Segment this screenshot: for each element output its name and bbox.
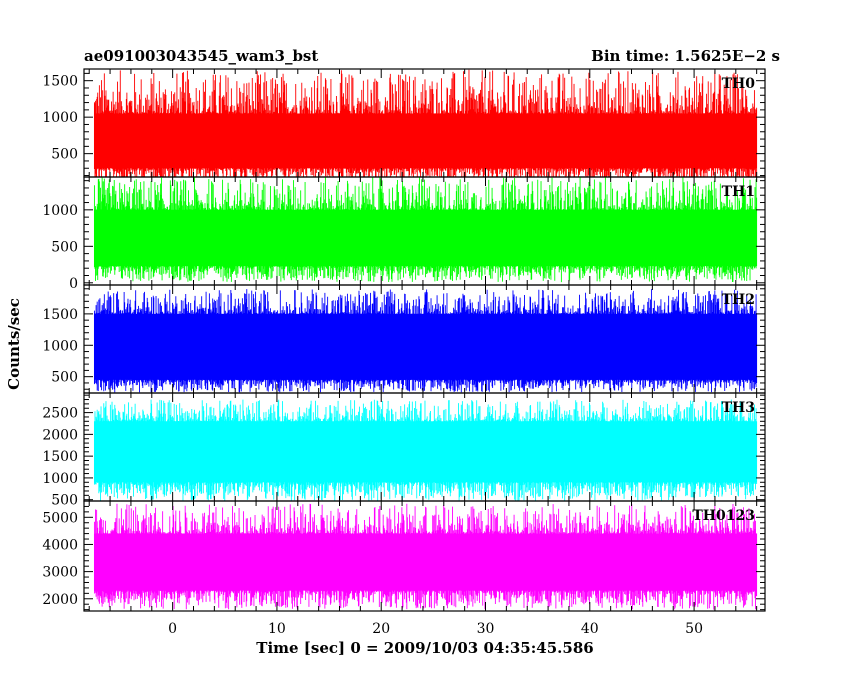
x-tick-label: 20 bbox=[372, 621, 390, 637]
panel-label: TH0123 bbox=[692, 508, 755, 524]
panel-th2: 500 1000 1500 TH2 bbox=[42, 284, 766, 394]
panel-th0123: 2000 3000 4000 5000 TH0123 bbox=[42, 500, 766, 612]
y-tick-label: 500 bbox=[51, 493, 78, 509]
series-th3 bbox=[93, 399, 758, 501]
y-tick-label: 3000 bbox=[42, 565, 78, 581]
series-th1 bbox=[93, 177, 758, 283]
series-th0 bbox=[93, 69, 758, 177]
x-tick-label: 50 bbox=[685, 621, 703, 637]
y-tick-label: 2500 bbox=[42, 406, 78, 422]
panel-th0: 500 1000 1500 TH0 bbox=[42, 68, 766, 178]
panel-label: TH1 bbox=[722, 184, 755, 200]
y-tick-label: 4000 bbox=[42, 537, 78, 553]
panel-th1: 0 500 1000 TH1 bbox=[42, 176, 766, 292]
panel-th3: 500 1000 1500 2000 2500 TH3 bbox=[42, 392, 766, 509]
y-tick-label: 1000 bbox=[42, 338, 78, 354]
y-tick-label: 1500 bbox=[42, 449, 78, 465]
panel-label: TH3 bbox=[722, 400, 755, 416]
series-th2 bbox=[93, 289, 758, 393]
y-tick-label: 2000 bbox=[42, 592, 78, 608]
y-tick-label: 1000 bbox=[42, 203, 78, 219]
series-th0123 bbox=[93, 503, 758, 610]
x-tick-label: 30 bbox=[477, 621, 495, 637]
x-tick-label: 40 bbox=[581, 621, 599, 637]
y-tick-label: 5000 bbox=[42, 510, 78, 526]
chart-subtitle: Bin time: 1.5625E−2 s bbox=[591, 47, 780, 65]
chart-title: ae091003043545_wam3_bst bbox=[84, 47, 318, 65]
y-tick-label: 2000 bbox=[42, 427, 78, 443]
panel-label: TH0 bbox=[722, 76, 756, 92]
x-tick-label: 0 bbox=[168, 621, 177, 637]
y-tick-label: 1500 bbox=[42, 74, 78, 90]
y-tick-label: 500 bbox=[51, 147, 78, 163]
y-tick-label: 1000 bbox=[42, 110, 78, 126]
y-axis-label: Counts/sec bbox=[5, 298, 23, 390]
x-axis-label: Time [sec] 0 = 2009/10/03 04:35:45.586 bbox=[256, 639, 593, 657]
panel-label: TH2 bbox=[722, 292, 755, 308]
y-tick-label: 1500 bbox=[42, 307, 78, 323]
panel-frame bbox=[83, 500, 766, 612]
y-tick-label: 500 bbox=[51, 239, 78, 255]
y-tick-label: 0 bbox=[69, 276, 78, 292]
x-tick-label: 10 bbox=[268, 621, 286, 637]
y-tick-label: 500 bbox=[51, 370, 78, 386]
y-tick-label: 1000 bbox=[42, 471, 78, 487]
